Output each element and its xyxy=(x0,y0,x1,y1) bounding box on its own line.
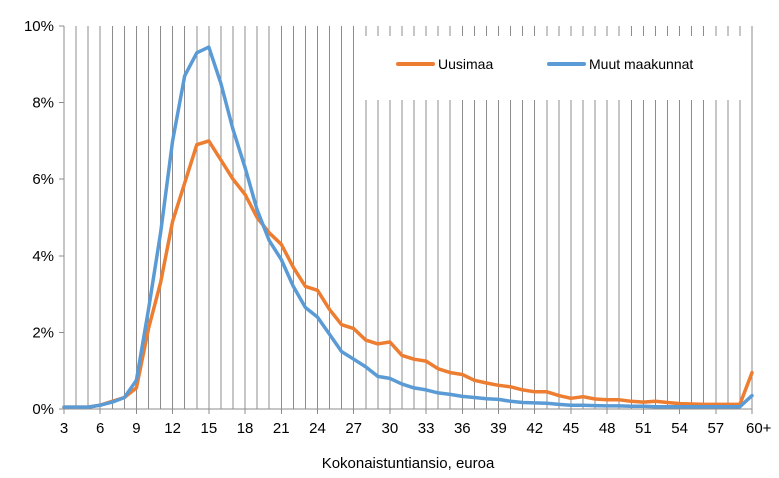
legend-background xyxy=(355,36,747,100)
y-tick-label: 2% xyxy=(32,324,54,341)
x-tick-label: 27 xyxy=(345,420,362,437)
x-axis-label: Kokonaistuntiansio, euroa xyxy=(322,455,495,472)
x-tick-label: 36 xyxy=(454,420,471,437)
x-tick-label: 30 xyxy=(382,420,399,437)
x-tick-label: 57 xyxy=(707,420,724,437)
x-tick-label: 45 xyxy=(563,420,580,437)
legend-label: Uusimaa xyxy=(438,56,493,72)
y-tick-label: 6% xyxy=(32,171,54,188)
vertical-gridlines xyxy=(63,26,753,409)
legend: Uusimaa Muut maakunnat xyxy=(396,56,693,72)
x-tick-label: 42 xyxy=(526,420,543,437)
x-tick-label: 33 xyxy=(418,420,435,437)
x-tick-label: 15 xyxy=(200,420,217,437)
x-tick-label: 21 xyxy=(273,420,290,437)
y-tick-label: 0% xyxy=(32,401,54,418)
y-tick-label: 10% xyxy=(24,18,54,35)
x-tick-label: 18 xyxy=(237,420,254,437)
x-tick-label: 39 xyxy=(490,420,507,437)
x-tick-label: 51 xyxy=(635,420,652,437)
series-line-uusimaa xyxy=(62,139,754,409)
axes: 0%2%4%6%8%10%3 6 9 12 15 18 21 24 27 30 33 36 39 42 45… xyxy=(24,18,772,437)
legend-label: Muut maakunnat xyxy=(589,56,693,72)
y-tick-label: 8% xyxy=(32,95,54,112)
x-tick-label: 60+ xyxy=(746,420,772,437)
x-tick-label: 24 xyxy=(309,420,326,437)
x-tick-label: 3 xyxy=(60,420,68,437)
x-tick-label: 54 xyxy=(671,420,688,437)
series-lines xyxy=(62,45,754,409)
x-tick-label: 12 xyxy=(164,420,181,437)
x-tick-label: 6 xyxy=(96,420,104,437)
x-tick-label: 9 xyxy=(132,420,140,437)
y-tick-label: 4% xyxy=(32,248,54,265)
x-tick-label: 48 xyxy=(599,420,616,437)
series-line-muut-maakunnat xyxy=(62,45,754,409)
